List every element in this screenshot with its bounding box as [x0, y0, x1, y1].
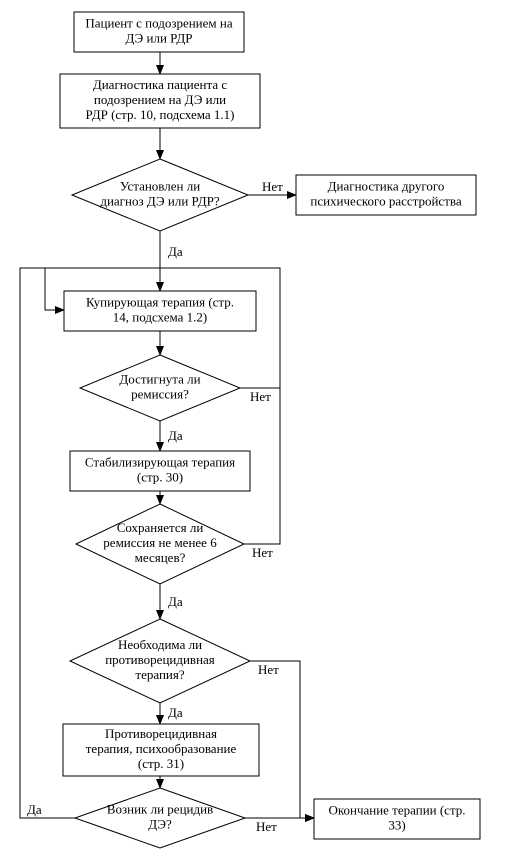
node-label-n9-l1: противорецидивная: [105, 652, 215, 667]
node-n11: Возник ли рецидивДЭ?: [75, 788, 245, 848]
node-label-n4-l0: Диагностика другого: [328, 178, 445, 193]
edge-label-e8: Да: [168, 594, 183, 609]
node-n12: Окончание терапии (стр.33): [314, 799, 480, 839]
edge-label-e11: Нет: [256, 819, 277, 834]
node-label-n10-l2: (стр. 31): [138, 756, 184, 771]
node-n5: Купирующая терапия (стр.14, подсхема 1.2…: [64, 291, 256, 331]
edge-label-e13: Нет: [252, 545, 273, 560]
node-n10: Противорецидивнаятерапия, психообразован…: [63, 724, 259, 776]
edge-label-e12: Нет: [250, 389, 271, 404]
node-label-n9-l2: терапия?: [135, 667, 184, 682]
node-label-n4-l1: психического расстройства: [310, 193, 461, 208]
node-label-n12-l1: 33): [388, 817, 405, 832]
node-label-n2-l1: подозрением на ДЭ или: [94, 92, 226, 107]
node-label-n11-l1: ДЭ?: [148, 816, 172, 831]
node-label-n5-l0: Купирующая терапия (стр.: [86, 294, 234, 309]
node-n7: Стабилизирующая терапия(стр. 30): [70, 451, 250, 491]
node-n9: Необходима липротиворецидивнаятерапия?: [70, 619, 250, 703]
node-label-n6-l0: Достигнута ли: [119, 371, 200, 386]
edge-label-e6: Да: [168, 428, 183, 443]
node-label-n1-l0: Пациент с подозрением на: [85, 15, 232, 30]
edge-label-e14: Нет: [258, 662, 279, 677]
node-label-n3-l1: диагноз ДЭ или РДР?: [100, 193, 220, 208]
edge-label-e3: Нет: [262, 179, 283, 194]
node-n2: Диагностика пациента сподозрением на ДЭ …: [60, 74, 260, 128]
node-label-n10-l0: Противорецидивная: [105, 726, 217, 741]
node-n3: Установлен лидиагноз ДЭ или РДР?: [72, 159, 248, 231]
node-label-n1-l1: ДЭ или РДР: [125, 30, 192, 45]
node-label-n7-l1: (стр. 30): [137, 469, 183, 484]
node-label-n6-l1: ремиссия?: [131, 386, 189, 401]
edge-label-e15: Да: [27, 802, 42, 817]
node-label-n12-l0: Окончание терапии (стр.: [328, 802, 465, 817]
node-label-n9-l0: Необходима ли: [118, 637, 202, 652]
node-n4: Диагностика другогопсихического расстрой…: [296, 175, 476, 215]
node-n8: Сохраняется лиремиссия не менее 6месяцев…: [76, 504, 244, 584]
node-label-n8-l0: Сохраняется ли: [117, 520, 204, 535]
node-label-n2-l2: РДР (стр. 10, подсхема 1.1): [85, 107, 234, 122]
edge-label-e4: Да: [168, 244, 183, 259]
node-n1: Пациент с подозрением наДЭ или РДР: [74, 12, 244, 52]
node-n6: Достигнута лиремиссия?: [80, 355, 240, 421]
edge-e14: [250, 661, 314, 818]
node-label-n3-l0: Установлен ли: [120, 178, 200, 193]
flowchart-canvas: Нет Да Да Да Да Нет Нет Нет Нет Да Пациент с подоз…: [0, 0, 506, 858]
node-label-n5-l1: 14, подсхема 1.2): [113, 309, 207, 324]
node-label-n8-l2: месяцев?: [135, 550, 186, 565]
node-label-n2-l0: Диагностика пациента с: [93, 77, 227, 92]
node-label-n11-l0: Возник ли рецидив: [107, 801, 213, 816]
edge-label-e9: Да: [168, 705, 183, 720]
node-label-n7-l0: Стабилизирующая терапия: [85, 454, 235, 469]
node-label-n8-l1: ремиссия не менее 6: [103, 535, 217, 550]
node-label-n10-l1: терапия, психообразование: [86, 741, 237, 756]
